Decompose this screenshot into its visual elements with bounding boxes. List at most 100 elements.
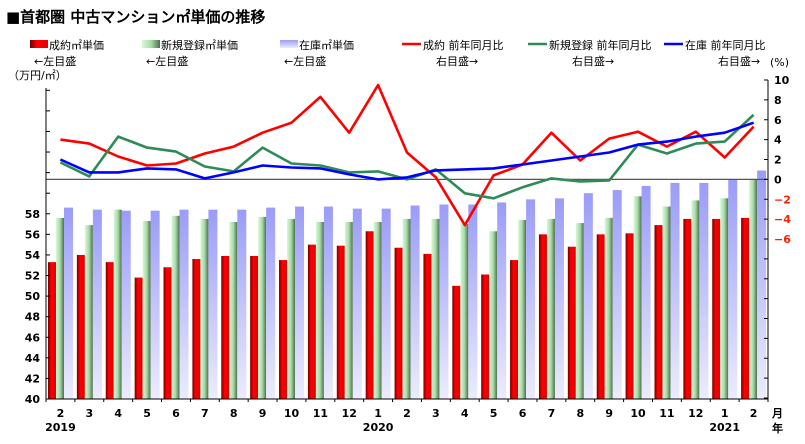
x-tick-label: 12 bbox=[688, 407, 703, 420]
bar-1 bbox=[113, 209, 122, 399]
x-tick-label: 4 bbox=[114, 407, 122, 420]
bar-0 bbox=[423, 253, 432, 399]
legend-swatch-2 bbox=[280, 40, 298, 48]
legend-label: 在庫㎡単価 bbox=[299, 38, 354, 52]
bar-0 bbox=[192, 259, 201, 399]
x-tick-label: 8 bbox=[230, 407, 238, 420]
bar-2 bbox=[237, 209, 247, 399]
x-tick-label: 6 bbox=[172, 407, 180, 420]
x-tick-label: 1 bbox=[721, 407, 729, 420]
legend-label: 成約㎡単価 bbox=[49, 38, 104, 52]
x-tick-label: 2 bbox=[403, 407, 411, 420]
x-tick-label: 9 bbox=[605, 407, 613, 420]
bar-1 bbox=[575, 223, 584, 399]
right-tick-label: 6 bbox=[774, 114, 782, 127]
legend-label: 新規登録㎡単価 bbox=[161, 38, 238, 52]
bar-2 bbox=[468, 204, 478, 399]
x-tick-label: 11 bbox=[313, 407, 328, 420]
bar-0 bbox=[567, 246, 576, 399]
bar-2 bbox=[64, 207, 73, 399]
x-tick-label: 8 bbox=[576, 407, 584, 420]
bar-1 bbox=[720, 198, 729, 399]
bar-1 bbox=[56, 217, 64, 399]
bar-2 bbox=[554, 198, 564, 399]
x-tick-label: 3 bbox=[85, 407, 93, 420]
x-tick-label: 12 bbox=[342, 407, 357, 420]
bar-1 bbox=[258, 216, 267, 399]
bar-2 bbox=[410, 205, 420, 399]
left-tick-label: 46 bbox=[25, 331, 41, 344]
x-tick-label: 9 bbox=[259, 407, 267, 420]
right-tick-label: −2 bbox=[774, 193, 791, 206]
bar-1 bbox=[229, 222, 238, 399]
left-axis-unit: （万円/㎡） bbox=[8, 69, 67, 82]
x-tick-label: 1 bbox=[374, 407, 382, 420]
bar-0 bbox=[452, 285, 461, 399]
left-tick-label: 52 bbox=[25, 270, 40, 283]
bar-1 bbox=[633, 196, 642, 399]
bar-2 bbox=[266, 207, 276, 399]
bar-2 bbox=[150, 210, 160, 399]
bar-2 bbox=[728, 179, 738, 399]
left-tick-label: 42 bbox=[25, 372, 40, 385]
x-tick-label: 7 bbox=[548, 407, 556, 420]
right-tick-label: 0 bbox=[774, 173, 782, 186]
legend-note: ←左目盛 bbox=[146, 54, 188, 68]
right-tick-label: −6 bbox=[774, 233, 791, 246]
bar-0 bbox=[279, 260, 288, 399]
bar-0 bbox=[250, 255, 259, 399]
bar-0 bbox=[683, 218, 692, 399]
bar-1 bbox=[315, 222, 324, 399]
bar-2 bbox=[699, 182, 709, 399]
bar-2 bbox=[526, 199, 536, 399]
bar-1 bbox=[691, 200, 700, 399]
chart-title: ■首都圏 中古マンション㎡単価の推移 bbox=[6, 8, 266, 26]
year-label: 2019 bbox=[45, 421, 76, 434]
bar-1 bbox=[604, 217, 613, 399]
bar-0 bbox=[712, 218, 721, 399]
line-series-1 bbox=[59, 113, 755, 200]
x-tick-label: 7 bbox=[201, 407, 209, 420]
legend-note: 右目盛→ bbox=[572, 54, 614, 68]
bar-0 bbox=[76, 254, 85, 399]
bar-0 bbox=[596, 234, 605, 399]
left-tick-label: 48 bbox=[25, 311, 40, 324]
bar-2 bbox=[497, 202, 507, 399]
left-tick-label: 40 bbox=[25, 393, 41, 406]
legend-note: ←左目盛 bbox=[34, 54, 76, 68]
x-tick-label: 5 bbox=[143, 407, 151, 420]
left-tick-label: 56 bbox=[25, 228, 41, 241]
x-tick-label: 2 bbox=[750, 407, 758, 420]
x-tick-label: 10 bbox=[630, 407, 646, 420]
bar-1 bbox=[546, 218, 555, 399]
bar-0 bbox=[221, 255, 230, 399]
bar-1 bbox=[460, 224, 469, 399]
right-tick-label: 10 bbox=[774, 74, 790, 87]
bar-1 bbox=[171, 215, 180, 399]
x-tick-label: 5 bbox=[490, 407, 498, 420]
legend-note: ←左目盛 bbox=[284, 54, 326, 68]
legend-label: 成約 前年同月比 bbox=[423, 38, 504, 52]
bar-1 bbox=[402, 218, 411, 399]
x-tick-label: 10 bbox=[284, 407, 300, 420]
bar-1 bbox=[142, 220, 151, 399]
legend-note: 右目盛→ bbox=[718, 54, 760, 68]
bar-2 bbox=[92, 209, 102, 399]
bar-0 bbox=[336, 245, 345, 399]
bar-1 bbox=[344, 222, 353, 399]
right-tick-label: 2 bbox=[774, 154, 782, 167]
bar-1 bbox=[662, 206, 671, 399]
line-series-0 bbox=[60, 83, 755, 227]
bar-0 bbox=[538, 234, 547, 399]
x-tick-label: 6 bbox=[519, 407, 527, 420]
bar-0 bbox=[105, 262, 114, 399]
bar-1 bbox=[84, 225, 93, 399]
bar-0 bbox=[307, 244, 316, 399]
bar-0 bbox=[510, 260, 519, 399]
bar-1 bbox=[518, 219, 527, 399]
bar-2 bbox=[583, 193, 593, 399]
x-tick-label: 11 bbox=[659, 407, 674, 420]
bar-0 bbox=[163, 267, 172, 399]
